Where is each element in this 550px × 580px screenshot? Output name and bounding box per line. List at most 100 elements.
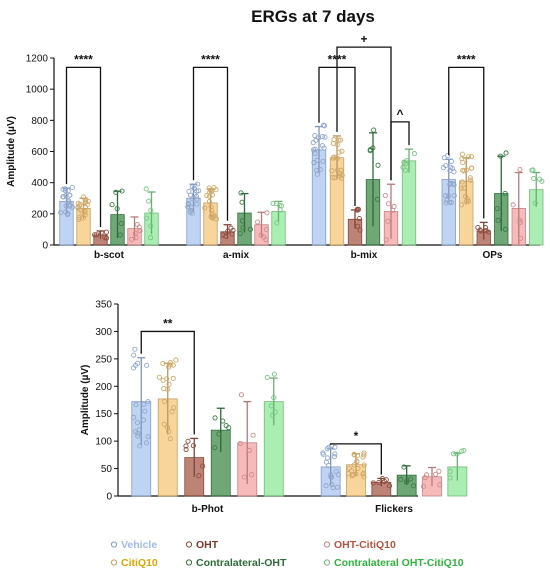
data-point-contralateral-oht (495, 217, 501, 223)
y-tick-label: 50 (101, 464, 113, 475)
significance-label: **** (201, 52, 220, 66)
data-point-oht-citiq10 (250, 432, 256, 438)
y-tick-label: 100 (95, 437, 112, 448)
data-point-oht (225, 228, 231, 234)
data-point-oht-citiq10 (437, 482, 443, 488)
data-point-contralateral-oht (238, 190, 244, 196)
data-point-contralateral-oht (502, 190, 508, 196)
data-point-citiq10 (208, 187, 214, 193)
data-point-vehicle (451, 192, 457, 199)
data-point-citiq10 (458, 185, 464, 191)
chart-title: ERGs at 7 days (251, 7, 375, 26)
data-point-vehicle (447, 168, 453, 174)
data-point-contralateral-oht-citiq10 (529, 167, 535, 173)
data-point-contralateral-oht (401, 464, 407, 470)
data-point-contralateral-oht-citiq10 (272, 409, 278, 415)
y-tick-label: 300 (95, 327, 112, 338)
data-point-citiq10 (336, 137, 342, 143)
data-point-citiq10 (338, 167, 344, 173)
data-point-citiq10 (361, 452, 367, 458)
data-point-contralateral-oht-citiq10 (461, 448, 467, 454)
data-point-vehicle (319, 134, 326, 140)
data-point-citiq10 (332, 175, 338, 181)
data-point-vehicle (63, 193, 69, 199)
x-tick-label-flickers: Flickers (375, 504, 413, 515)
data-point-contralateral-oht-citiq10 (270, 200, 276, 206)
data-point-oht (370, 480, 376, 486)
data-point-vehicle (140, 417, 147, 423)
bar-contralateral-oht-citiq10-b-mix (401, 160, 417, 246)
data-point-contralateral-oht (497, 153, 504, 159)
data-point-citiq10 (81, 210, 87, 216)
y-tick-label: 1000 (26, 85, 49, 96)
data-point-citiq10 (173, 357, 179, 363)
data-point-contralateral-oht-citiq10 (144, 215, 150, 221)
data-point-contralateral-oht (375, 162, 381, 168)
data-point-vehicle (192, 191, 198, 197)
data-point-vehicle (187, 192, 194, 198)
data-point-contralateral-oht (220, 418, 226, 424)
data-point-citiq10 (361, 450, 367, 456)
legend-item-oht-citiq10: OHT-CitiQ10 (334, 539, 396, 551)
data-point-contralateral-oht-citiq10 (148, 223, 154, 229)
data-point-citiq10 (465, 154, 472, 160)
data-point-oht (200, 463, 206, 469)
data-point-vehicle (185, 204, 191, 210)
data-point-vehicle (448, 158, 454, 164)
data-point-oht-citiq10 (136, 224, 142, 230)
data-point-vehicle (141, 401, 147, 407)
data-point-citiq10 (351, 452, 357, 458)
data-point-oht (355, 223, 361, 229)
data-point-contralateral-oht (371, 127, 377, 133)
significance-label: **** (457, 52, 476, 66)
data-point-vehicle (133, 402, 139, 408)
data-point-citiq10 (82, 204, 89, 210)
data-point-vehicle (132, 346, 138, 352)
data-point-oht-citiq10 (255, 219, 261, 225)
data-point-vehicle (450, 181, 456, 187)
data-point-citiq10 (160, 377, 166, 383)
data-point-citiq10 (160, 360, 166, 366)
data-point-vehicle (134, 420, 141, 426)
data-point-vehicle (317, 167, 323, 173)
legend-marker-contralateral-oht-citiq10 (323, 559, 331, 566)
data-point-contralateral-oht (117, 232, 123, 238)
data-point-contralateral-oht (398, 476, 404, 483)
data-point-oht-citiq10 (385, 201, 391, 207)
data-point-oht-citiq10 (246, 447, 252, 454)
data-point-citiq10 (156, 374, 162, 380)
data-point-contralateral-oht (370, 145, 376, 151)
data-point-citiq10 (354, 458, 360, 464)
legend: Vehicle OHT OHT-CitiQ10 CitiQ10 Contralatera… (110, 539, 464, 569)
data-point-vehicle (143, 440, 150, 446)
data-point-contralateral-oht-citiq10 (277, 207, 283, 213)
data-point-citiq10 (333, 154, 339, 161)
data-point-vehicle (448, 200, 454, 206)
data-point-vehicle (313, 137, 319, 143)
data-point-oht (379, 475, 385, 482)
data-point-citiq10 (82, 199, 88, 205)
legend-marker-citiq10 (110, 559, 118, 566)
top-panel: 0 200 400 600 800 1000 1200 Amplitude (µV) b-sco… (6, 32, 545, 261)
data-point-oht-citiq10 (517, 219, 523, 225)
data-point-vehicle (446, 193, 452, 199)
data-point-citiq10 (166, 381, 172, 387)
data-point-contralateral-oht-citiq10 (451, 451, 457, 457)
data-point-vehicle (325, 463, 332, 469)
data-point-vehicle (194, 201, 200, 207)
y-tick-label: 600 (31, 147, 48, 158)
legend-item-oht: OHT (196, 539, 219, 551)
significance-bracket (330, 443, 382, 475)
significance-bracket (390, 121, 410, 181)
data-point-contralateral-oht (247, 226, 253, 232)
data-point-citiq10 (331, 137, 337, 143)
data-point-vehicle (133, 362, 139, 368)
data-point-vehicle (445, 152, 451, 159)
data-point-contralateral-oht-citiq10 (147, 235, 154, 241)
data-point-vehicle (131, 352, 137, 358)
data-point-citiq10 (161, 386, 167, 392)
data-point-vehicle (332, 451, 338, 457)
data-point-vehicle (324, 446, 330, 452)
data-point-vehicle (321, 145, 327, 151)
data-point-citiq10 (210, 214, 216, 220)
